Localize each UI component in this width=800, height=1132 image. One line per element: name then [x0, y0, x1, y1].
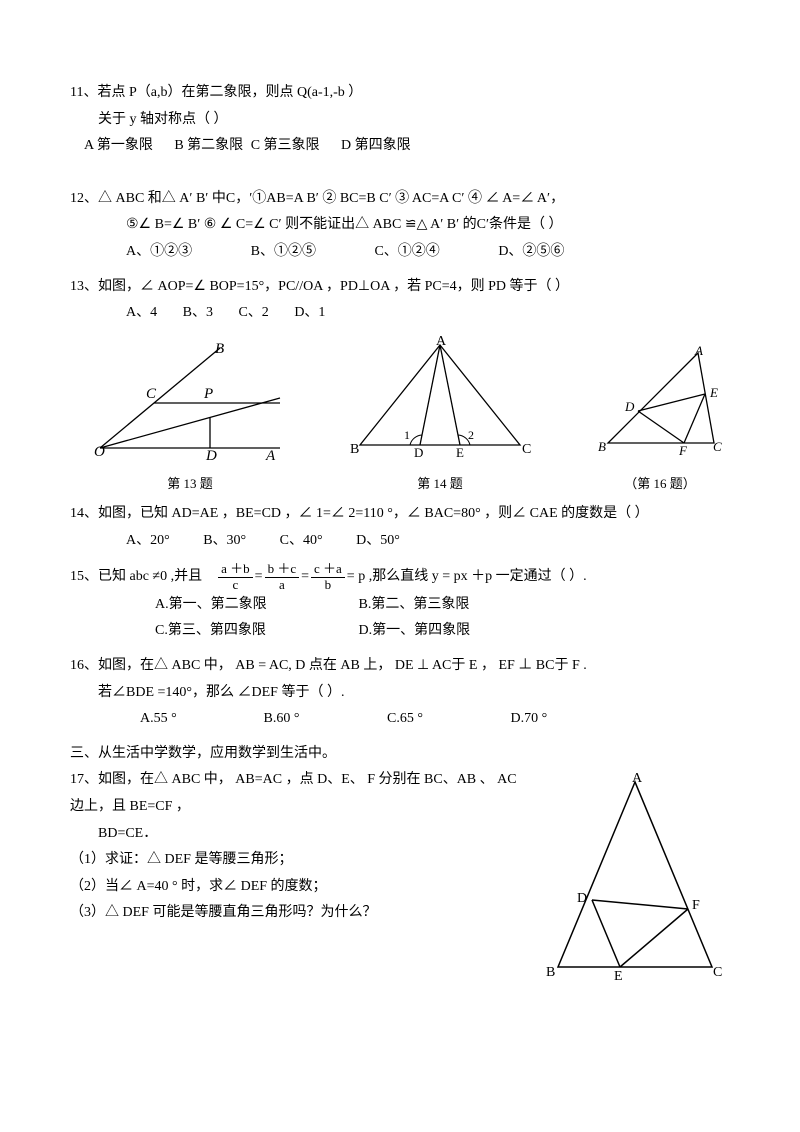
figure-16-svg: A B C D E F: [590, 345, 730, 460]
q15-prefix: 15、已知 abc ≠0 ,并且: [70, 564, 202, 591]
q14-optD: D、50°: [356, 528, 400, 555]
question-12: 12、△ ABC 和△ A′ B′ 中C，′①AB=A B′ ② BC=B C′…: [70, 186, 730, 266]
q14-optB: B、30°: [203, 528, 246, 555]
q16-line1: 16、如图，在△ ABC 中， AB = AC, D 点在 AB 上， DE ⊥…: [70, 653, 730, 680]
q14-optA: A、20°: [126, 528, 170, 555]
svg-text:A: A: [632, 772, 643, 786]
q17-line2: BD=CE．: [98, 821, 520, 848]
svg-text:E: E: [456, 445, 464, 460]
q15-optA: A.第一、第二象限: [155, 592, 355, 619]
svg-text:C: C: [146, 386, 157, 402]
q13-options: A、4 B、3 C、2 D、1: [126, 300, 730, 327]
figure-14-caption: 第 14 题: [340, 472, 540, 497]
q15-optD: D.第一、第四象限: [359, 623, 471, 638]
question-14: 14、如图，已知 AD=AE ，BE=CD ，∠ 1=∠ 2=110 °，∠ B…: [70, 501, 730, 554]
svg-text:D: D: [577, 891, 587, 906]
q16-optC: C.65 °: [387, 706, 507, 733]
q11-line1: 11、若点 P（a,b）在第二象限，则点 Q(a-1,-b ）: [70, 80, 730, 107]
q16-line2: 若∠BDE =140°，那么 ∠DEF 等于（ ）.: [98, 680, 730, 707]
figure-17: A B C D E F: [540, 767, 730, 993]
q16-optB: B.60 °: [264, 706, 384, 733]
q11-line2: 关于 y 轴对称点（ ）: [98, 107, 730, 134]
q15-optC: C.第三、第四象限: [155, 618, 355, 645]
figure-14-svg: A B C D E 1 2: [340, 335, 540, 460]
q14-optC: C、40°: [280, 528, 323, 555]
q11-optC: C 第三象限: [251, 138, 320, 153]
q12-options: A、①②③ B、①②⑤ C、①②④ D、②⑤⑥: [126, 239, 730, 266]
q13-optD: D、1: [294, 300, 325, 327]
q11-optA: A 第一象限: [84, 138, 153, 153]
q16-optA: A.55 °: [140, 706, 260, 733]
question-17: 17、如图，在△ ABC 中， AB=AC ，点 D、E、 F 分别在 BC、A…: [70, 767, 730, 993]
svg-text:F: F: [692, 898, 700, 913]
svg-text:B: B: [546, 965, 555, 980]
figure-16-caption: （第 16 题）: [590, 472, 730, 497]
q11-options: A 第一象限 B 第二象限 C 第三象限 D 第四象限: [84, 133, 730, 160]
q13-optB: B、3: [183, 300, 213, 327]
q15-frac3: c ＋ab: [311, 562, 345, 592]
q16-options: A.55 ° B.60 ° C.65 ° D.70 °: [140, 706, 730, 733]
svg-text:E: E: [614, 969, 623, 982]
q14-line1: 14、如图，已知 AD=AE ，BE=CD ，∠ 1=∠ 2=110 °，∠ B…: [70, 501, 730, 528]
q15-options-row2: C.第三、第四象限 D.第一、第四象限: [155, 618, 730, 645]
svg-text:2: 2: [468, 428, 474, 442]
q17-line1: 17、如图，在△ ABC 中， AB=AC ，点 D、E、 F 分别在 BC、A…: [70, 767, 520, 820]
q14-options: A、20° B、30° C、40° D、50°: [126, 528, 730, 555]
q13-optA: A、4: [126, 300, 157, 327]
question-13: 13、如图，∠ AOP=∠ BOP=15°，PC//OA ，PD⊥OA ，若 P…: [70, 274, 730, 327]
q16-optD: D.70 °: [511, 711, 548, 726]
question-11: 11、若点 P（a,b）在第二象限，则点 Q(a-1,-b ） 关于 y 轴对称…: [70, 80, 730, 160]
q13-line1: 13、如图，∠ AOP=∠ BOP=15°，PC//OA ，PD⊥OA ，若 P…: [70, 274, 730, 301]
svg-text:C: C: [713, 439, 722, 454]
q11-optB: B 第二象限: [174, 138, 243, 153]
figure-13-svg: O A B C P D: [90, 340, 290, 460]
svg-text:B: B: [598, 439, 606, 454]
svg-text:C: C: [713, 965, 722, 980]
q12-line1: 12、△ ABC 和△ A′ B′ 中C，′①AB=A B′ ② BC=B C′…: [70, 186, 730, 213]
q12-optC: C、①②④: [374, 239, 439, 266]
q15-frac2: b ＋ca: [265, 562, 300, 592]
svg-text:O: O: [94, 444, 105, 460]
q12-line2: ⑤∠ B=∠ B′ ⑥ ∠ C=∠ C′ 则不能证出△ ABC ≌△ A′ B′…: [126, 212, 730, 239]
q15-optB: B.第二、第三象限: [359, 597, 470, 612]
q17-part2: （2）当∠ A=40 ° 时，求∠ DEF 的度数；: [70, 874, 520, 901]
q17-part1: （1）求证：△ DEF 是等腰三角形；: [70, 847, 520, 874]
question-16: 16、如图，在△ ABC 中， AB = AC, D 点在 AB 上， DE ⊥…: [70, 653, 730, 733]
svg-text:D: D: [624, 399, 635, 414]
svg-text:B: B: [350, 442, 359, 457]
svg-text:F: F: [678, 443, 688, 458]
section-3-title: 三、从生活中学数学，应用数学到生活中。: [70, 741, 730, 768]
q12-optA: A、①②③: [126, 239, 192, 266]
figures-row: O A B C P D 第 13 题 A B C D E 1 2 第 14 题: [90, 335, 730, 497]
svg-text:A: A: [265, 448, 276, 460]
question-15: 15、已知 abc ≠0 ,并且 a ＋bc = b ＋ca = c ＋ab =…: [70, 562, 730, 645]
q15-options-row1: A.第一、第二象限 B.第二、第三象限: [155, 592, 730, 619]
figure-17-svg: A B C D E F: [540, 772, 725, 982]
q12-optD: D、②⑤⑥: [498, 239, 564, 266]
q12-optB: B、①②⑤: [251, 239, 316, 266]
q17-text: 17、如图，在△ ABC 中， AB=AC ，点 D、E、 F 分别在 BC、A…: [70, 767, 520, 927]
q15-suffix: = p ,那么直线 y = px ＋p 一定通过（ ）.: [347, 564, 587, 591]
q11-optD: D 第四象限: [341, 138, 411, 153]
svg-text:A: A: [694, 345, 703, 358]
svg-text:D: D: [205, 448, 217, 460]
svg-text:E: E: [709, 385, 718, 400]
svg-text:D: D: [414, 445, 423, 460]
q15-equation: 15、已知 abc ≠0 ,并且 a ＋bc = b ＋ca = c ＋ab =…: [70, 562, 730, 592]
svg-text:B: B: [215, 341, 224, 357]
q17-part3: （3）△ DEF 可能是等腰直角三角形吗？为什么？: [70, 900, 520, 927]
svg-text:C: C: [522, 442, 531, 457]
figure-16: A B C D E F （第 16 题）: [590, 345, 730, 497]
q13-optC: C、2: [238, 300, 268, 327]
figure-13-caption: 第 13 题: [90, 472, 290, 497]
svg-text:1: 1: [404, 428, 410, 442]
figure-13: O A B C P D 第 13 题: [90, 340, 290, 497]
svg-text:P: P: [203, 386, 213, 402]
svg-text:A: A: [436, 335, 447, 349]
q15-frac1: a ＋bc: [218, 562, 253, 592]
figure-14: A B C D E 1 2 第 14 题: [340, 335, 540, 497]
